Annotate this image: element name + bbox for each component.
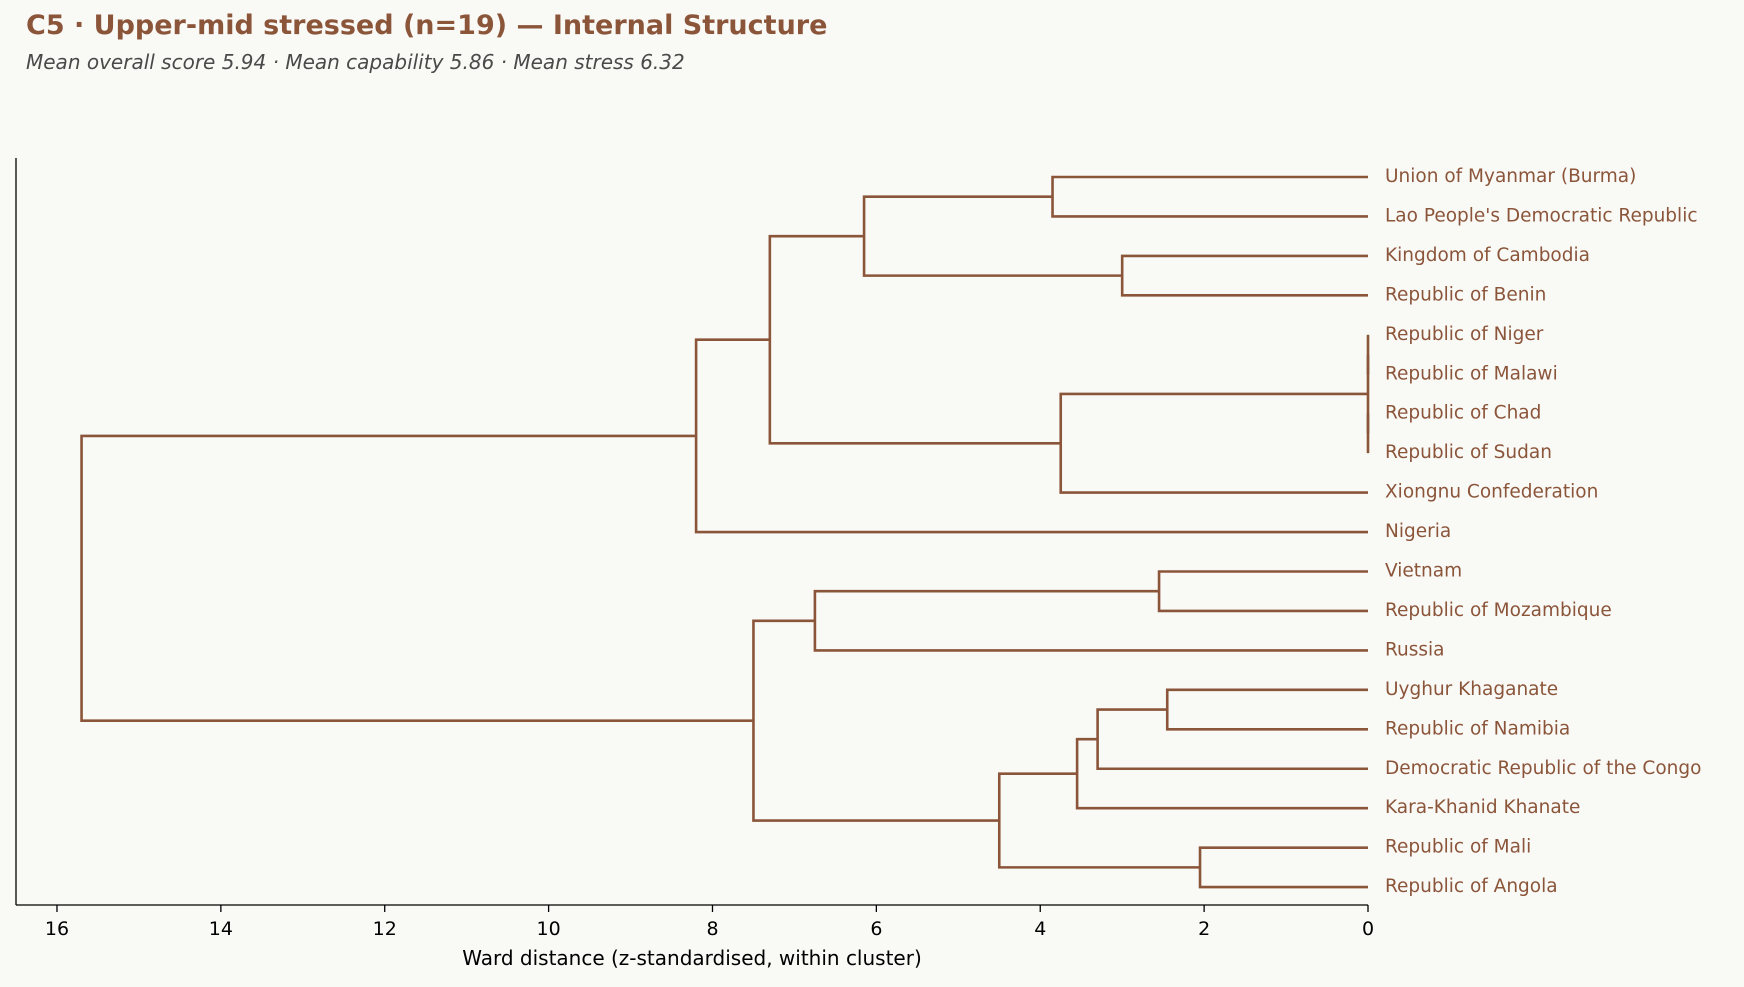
x-tick-label: 10: [537, 918, 561, 940]
chart-subtitle: Mean overall score 5.94 · Mean capabilit…: [26, 50, 685, 74]
dendrogram-link: [1157, 570, 1368, 613]
dendrogram-link: [1075, 737, 1368, 810]
leaf-label: Republic of Niger: [1385, 324, 1544, 345]
chart-title: C5 · Upper-mid stressed (n=19) — Interna…: [26, 10, 828, 41]
leaf-label: Republic of Angola: [1385, 876, 1558, 897]
dendrogram-links: [80, 175, 1370, 889]
leaf-label: Nigeria: [1385, 521, 1451, 542]
dendrogram-link: [694, 338, 1368, 534]
dendrogram-link: [1165, 688, 1368, 731]
x-tick-label: 0: [1362, 918, 1374, 940]
leaf-label: Uyghur Khaganate: [1385, 679, 1558, 700]
leaf-label: Republic of Chad: [1385, 403, 1541, 424]
leaf-label: Kingdom of Cambodia: [1385, 245, 1590, 266]
dendrogram-link: [813, 589, 1368, 652]
dendrogram-link: [862, 195, 1123, 277]
leaf-label: Union of Myanmar (Burma): [1385, 166, 1636, 187]
leaf-label: Kara-Khanid Khanate: [1385, 797, 1580, 818]
x-tick-label: 6: [870, 918, 882, 940]
x-tick-label: 12: [373, 918, 397, 940]
leaf-label: Republic of Sudan: [1385, 442, 1552, 463]
dendrogram-link: [997, 772, 1201, 869]
leaf-label: Republic of Mozambique: [1385, 600, 1612, 621]
leaf-labels: Union of Myanmar (Burma) Lao People's Dem…: [1385, 166, 1701, 897]
x-axis-label: Ward distance (z-standardised, within cl…: [462, 946, 922, 970]
dendrogram-link: [1096, 708, 1368, 771]
x-tick-label: 16: [45, 918, 69, 940]
leaf-label: Republic of Mali: [1385, 837, 1531, 858]
dendrogram-link: [1051, 175, 1368, 218]
dendrogram-link: [768, 234, 1061, 445]
dendrogram-link: [1120, 254, 1368, 297]
leaf-label: Lao People's Democratic Republic: [1385, 205, 1698, 226]
x-tick-label: 2: [1198, 918, 1210, 940]
x-tick-label: 8: [706, 918, 718, 940]
x-tick-label: 4: [1034, 918, 1046, 940]
dendrogram-link: [80, 434, 754, 722]
leaf-label: Xiongnu Confederation: [1385, 482, 1598, 503]
leaf-label: Democratic Republic of the Congo: [1385, 758, 1701, 779]
dendrogram-link: [1059, 392, 1368, 494]
dendrogram-link: [752, 619, 1000, 822]
leaf-label: Russia: [1385, 639, 1445, 660]
leaf-label: Republic of Benin: [1385, 284, 1546, 305]
leaf-label: Republic of Namibia: [1385, 718, 1570, 739]
leaf-label: Vietnam: [1385, 561, 1462, 582]
x-tick-label: 14: [209, 918, 233, 940]
dendrogram-link: [1198, 846, 1368, 889]
leaf-label: Republic of Malawi: [1385, 363, 1558, 384]
x-axis: 16 14 12 10 8 6 4 2 0: [15, 158, 1374, 940]
